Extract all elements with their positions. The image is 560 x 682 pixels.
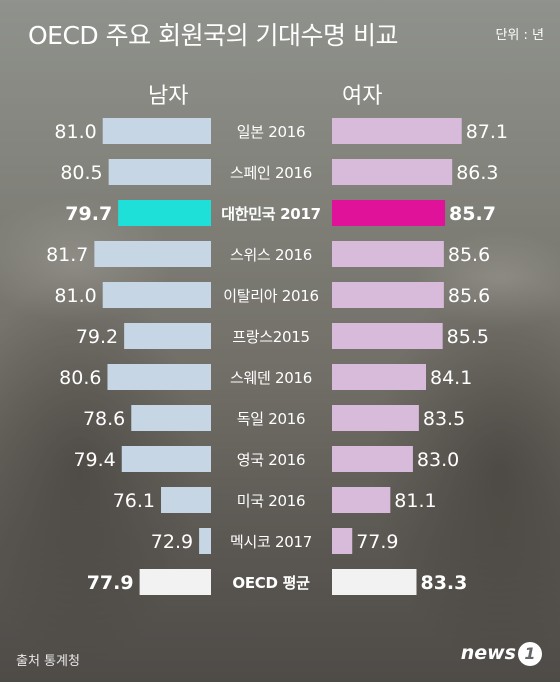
value-label-men: 77.9 <box>87 572 134 594</box>
bar-women <box>332 569 417 595</box>
category-label: 스위스 2016 <box>230 246 312 264</box>
bar-men <box>124 323 211 349</box>
bar-men <box>94 241 211 267</box>
value-label-men: 78.6 <box>83 408 125 430</box>
bar-men <box>121 446 211 472</box>
value-label-women: 85.6 <box>448 244 490 266</box>
value-label-men: 79.4 <box>73 449 115 471</box>
category-label: 일본 2016 <box>237 123 305 141</box>
category-label: 대한민국 2017 <box>221 205 320 223</box>
bar-women <box>332 118 462 144</box>
value-label-men: 80.5 <box>60 162 102 184</box>
bar-women <box>332 323 443 349</box>
value-label-men: 79.2 <box>76 326 118 348</box>
legend-women: 여자 <box>342 84 383 109</box>
value-label-men: 81.7 <box>46 244 88 266</box>
bar-men <box>118 200 211 226</box>
bar-men <box>108 159 211 185</box>
legend-men: 남자 <box>148 84 189 109</box>
bar-women <box>332 241 444 267</box>
value-label-men: 80.6 <box>59 367 101 389</box>
bar-men <box>139 569 211 595</box>
source-note: 출처 통계청 <box>16 654 80 669</box>
value-label-women: 84.1 <box>430 367 472 389</box>
value-label-men: 72.9 <box>151 531 193 553</box>
value-label-men: 81.0 <box>54 285 96 307</box>
bar-men <box>102 118 211 144</box>
category-label: OECD 평균 <box>232 574 310 592</box>
bar-women <box>332 159 453 185</box>
category-label: 이탈리아 2016 <box>223 287 318 305</box>
logo-mark: 1 <box>518 642 542 666</box>
bar-men <box>131 405 211 431</box>
category-label: 스웨덴 2016 <box>230 369 312 387</box>
value-label-men: 81.0 <box>54 121 96 143</box>
value-label-women: 83.3 <box>420 572 467 594</box>
bar-women <box>332 364 427 390</box>
bar-women <box>332 282 444 308</box>
value-label-women: 85.5 <box>447 326 489 348</box>
value-label-women: 87.1 <box>466 121 508 143</box>
bar-men <box>199 528 211 554</box>
unit-label: 단위 : 년 <box>495 28 544 43</box>
value-label-women: 85.7 <box>449 203 496 225</box>
value-label-women: 77.9 <box>356 531 398 553</box>
category-label: 미국 2016 <box>237 492 305 510</box>
bar-women <box>332 487 391 513</box>
bar-women <box>332 200 446 226</box>
logo-text: news <box>460 642 516 664</box>
category-label: 프랑스2015 <box>232 328 309 346</box>
value-label-women: 83.5 <box>423 408 465 430</box>
category-label: 영국 2016 <box>237 451 305 469</box>
chart-title: OECD 주요 회원국의 기대수명 비교 <box>28 21 398 50</box>
bar-women <box>332 528 353 554</box>
value-label-men: 79.7 <box>65 203 112 225</box>
category-label: 스페인 2016 <box>230 164 312 182</box>
bar-women <box>332 405 419 431</box>
bar-women <box>332 446 413 472</box>
news1-logo: news 1 <box>461 642 542 666</box>
bar-men <box>102 282 211 308</box>
value-label-women: 81.1 <box>394 490 436 512</box>
category-label: 독일 2016 <box>237 410 305 428</box>
value-label-women: 83.0 <box>417 449 459 471</box>
value-label-women: 86.3 <box>456 162 498 184</box>
value-label-women: 85.6 <box>448 285 490 307</box>
bar-men <box>107 364 211 390</box>
bar-men <box>161 487 211 513</box>
category-label: 멕시코 2017 <box>230 533 312 551</box>
value-label-men: 76.1 <box>113 490 155 512</box>
